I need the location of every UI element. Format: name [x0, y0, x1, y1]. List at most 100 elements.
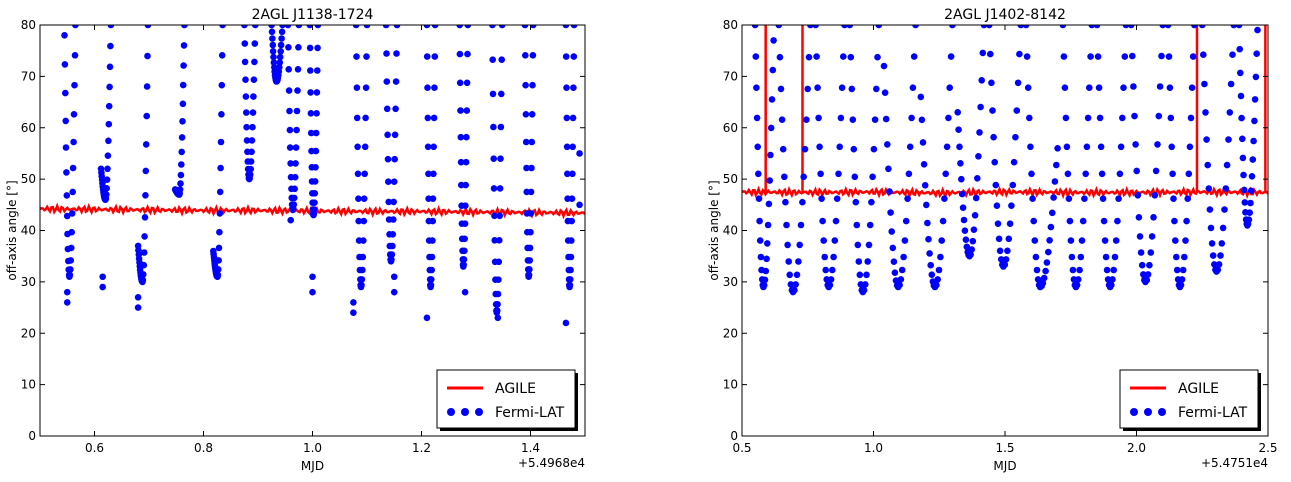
legend-agile-label: AGILE: [495, 381, 536, 397]
fermi-point: [1200, 51, 1207, 58]
fermi-point: [526, 266, 533, 273]
fermi-point: [293, 107, 301, 115]
fermi-point: [1005, 235, 1013, 243]
fermi-point: [1144, 271, 1152, 278]
fermi-point: [307, 89, 314, 96]
fermi-point: [528, 138, 536, 146]
fermi-point: [392, 78, 400, 85]
fermi-point: [295, 44, 302, 51]
fermi-point: [522, 52, 529, 59]
fermi-point: [770, 37, 777, 44]
fermi-point: [522, 81, 529, 89]
fermi-point: [1177, 281, 1185, 289]
legend-box: [436, 369, 576, 429]
fermi-point: [529, 25, 537, 29]
fermi-point: [496, 212, 504, 220]
fermi-point: [68, 228, 75, 236]
fermi-point: [1043, 259, 1051, 266]
fermi-point: [523, 164, 530, 172]
fermi-point: [428, 276, 435, 283]
fermi-point: [1225, 136, 1232, 143]
fermi-point: [311, 190, 319, 197]
fermi-point: [567, 266, 574, 274]
fermi-point: [134, 304, 142, 311]
fermi-pass: [268, 25, 286, 85]
fermi-point: [880, 62, 888, 70]
fermi-point: [248, 137, 256, 144]
fermi-point: [1131, 112, 1138, 120]
fermi-point: [967, 251, 974, 258]
fermi-point: [1184, 195, 1191, 202]
fermi-point: [462, 202, 469, 209]
fermi-point: [494, 301, 501, 308]
fermi-point: [354, 143, 361, 151]
fermi-point: [570, 84, 577, 91]
fermi-point: [431, 25, 439, 29]
fermi-point: [801, 145, 809, 153]
fermi-point: [860, 286, 868, 294]
fermi-point: [567, 253, 575, 261]
fermi-point: [216, 210, 224, 217]
fermi-point: [1134, 192, 1142, 199]
fermi-pass: [880, 25, 919, 291]
fermi-point: [985, 25, 993, 29]
fermi-point: [1097, 143, 1105, 151]
y-tick-label: 10: [21, 378, 36, 392]
fermi-point: [63, 288, 71, 296]
fermi-point: [1203, 136, 1210, 143]
fermi-point: [490, 185, 498, 192]
fermi-pass: [1022, 25, 1061, 291]
fermi-point: [290, 201, 298, 208]
y-tick-label: 0: [730, 429, 738, 443]
fermi-point: [63, 212, 71, 220]
plot-data: [742, 25, 1268, 296]
fermi-point: [766, 177, 773, 184]
fermi-point: [1083, 143, 1091, 151]
fermi-point: [947, 53, 955, 60]
fermi-point: [767, 151, 774, 159]
fermi-point: [977, 103, 984, 111]
fermi-point: [1155, 112, 1163, 120]
fermi-point: [1081, 195, 1088, 202]
fermi-pass: [1059, 25, 1096, 291]
fermi-point: [61, 61, 69, 68]
fermi-point: [1068, 253, 1076, 261]
fermi-point: [215, 244, 223, 252]
fermi-point: [181, 25, 188, 29]
fermi-point: [495, 276, 502, 284]
fermi-point: [991, 158, 998, 166]
fermi-point: [362, 84, 370, 91]
fermi-point: [760, 281, 768, 289]
fermi-point: [177, 171, 185, 179]
fermi-point: [800, 173, 807, 181]
fermi-point: [751, 25, 759, 29]
fermi-point: [528, 111, 536, 118]
fermi-point: [217, 164, 224, 172]
fermi-point: [291, 194, 298, 202]
fermi-point: [383, 78, 391, 85]
fermi-point: [460, 256, 468, 263]
fermi-point: [1024, 84, 1032, 91]
fermi-point: [314, 25, 322, 29]
fermi-point: [1178, 276, 1186, 283]
fermi-point: [489, 56, 497, 63]
fermi-point: [779, 145, 787, 153]
fermi-point: [489, 90, 497, 98]
fermi-point: [1087, 53, 1094, 60]
fermi-point: [924, 219, 931, 227]
fermi-point: [309, 288, 316, 296]
x-tick-label: 0.5: [732, 441, 751, 455]
fermi-point: [782, 198, 789, 206]
fermi-point: [1215, 261, 1223, 268]
fermi-point: [1100, 217, 1108, 225]
fermi-point: [215, 257, 222, 264]
fermi-point: [251, 40, 259, 47]
fermi-point: [1042, 267, 1049, 275]
fermi-point: [875, 25, 883, 29]
fermi-point: [1046, 237, 1053, 244]
fermi-point: [1209, 252, 1217, 259]
fermi-point: [926, 250, 933, 257]
fermi-point: [1002, 256, 1010, 263]
fermi-point: [852, 198, 860, 206]
fermi-point: [68, 244, 75, 252]
